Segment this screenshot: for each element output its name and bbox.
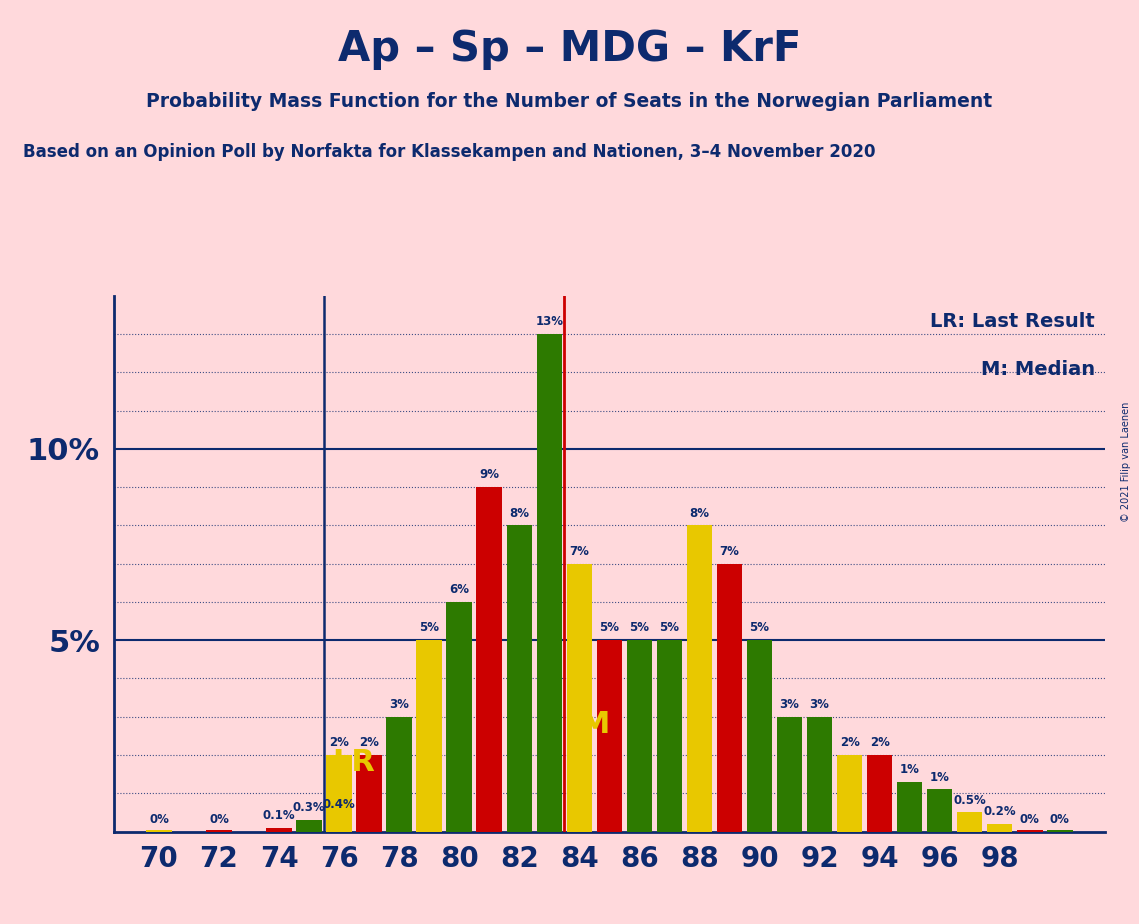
Bar [206,830,231,832]
Text: 7%: 7% [720,545,739,558]
Text: 2%: 2% [359,736,379,749]
Bar [386,717,412,832]
Bar [867,755,892,832]
Text: M: Median: M: Median [981,360,1095,379]
Text: 0.3%: 0.3% [293,801,326,814]
Text: 3%: 3% [390,698,409,711]
Text: Probability Mass Function for the Number of Seats in the Norwegian Parliament: Probability Mass Function for the Number… [147,92,992,112]
Bar [476,487,502,832]
Bar [1017,830,1042,832]
Text: 5%: 5% [659,622,680,635]
Bar [327,755,352,832]
Bar [837,755,862,832]
Text: 0%: 0% [1019,813,1040,826]
Bar [957,812,983,832]
Bar [806,717,833,832]
Bar [296,821,322,832]
Text: 0.4%: 0.4% [322,797,355,810]
Text: 0.1%: 0.1% [263,809,295,822]
Bar [716,564,743,832]
Text: 2%: 2% [329,736,349,749]
Text: LR: Last Result: LR: Last Result [931,311,1095,331]
Text: 0%: 0% [210,813,229,826]
Bar [687,526,712,832]
Text: 0%: 0% [1050,813,1070,826]
Text: 9%: 9% [480,468,499,481]
Text: 1%: 1% [929,771,950,784]
Bar [446,602,472,832]
Text: 2%: 2% [839,736,860,749]
Bar [566,564,592,832]
Bar [657,640,682,832]
Bar [1047,830,1073,832]
Bar [146,830,172,832]
Bar [626,640,653,832]
Text: 0.5%: 0.5% [953,794,986,807]
Bar [507,526,532,832]
Text: 5%: 5% [749,622,770,635]
Bar [536,334,562,832]
Text: 0%: 0% [149,813,169,826]
Text: 3%: 3% [810,698,829,711]
Text: 5%: 5% [599,622,620,635]
Bar [927,789,952,832]
Bar [327,816,352,832]
Text: 5%: 5% [630,622,649,635]
Text: © 2021 Filip van Laenen: © 2021 Filip van Laenen [1121,402,1131,522]
Text: 5%: 5% [419,622,440,635]
Text: 8%: 8% [509,506,530,519]
Text: Based on an Opinion Poll by Norfakta for Klassekampen and Nationen, 3–4 November: Based on an Opinion Poll by Norfakta for… [23,143,875,161]
Text: 6%: 6% [449,583,469,596]
Bar [988,824,1013,832]
Text: 7%: 7% [570,545,589,558]
Text: 2%: 2% [870,736,890,749]
Text: 1%: 1% [900,763,919,776]
Text: 13%: 13% [535,315,564,328]
Bar [267,828,292,832]
Bar [417,640,442,832]
Text: Ap – Sp – MDG – KrF: Ap – Sp – MDG – KrF [338,28,801,69]
Bar [896,782,923,832]
Text: 3%: 3% [779,698,800,711]
Bar [777,717,802,832]
Bar [357,755,382,832]
Bar [747,640,772,832]
Text: LR: LR [333,748,376,777]
Text: 8%: 8% [689,506,710,519]
Text: M: M [579,710,609,739]
Text: 0.2%: 0.2% [983,805,1016,819]
Bar [597,640,622,832]
